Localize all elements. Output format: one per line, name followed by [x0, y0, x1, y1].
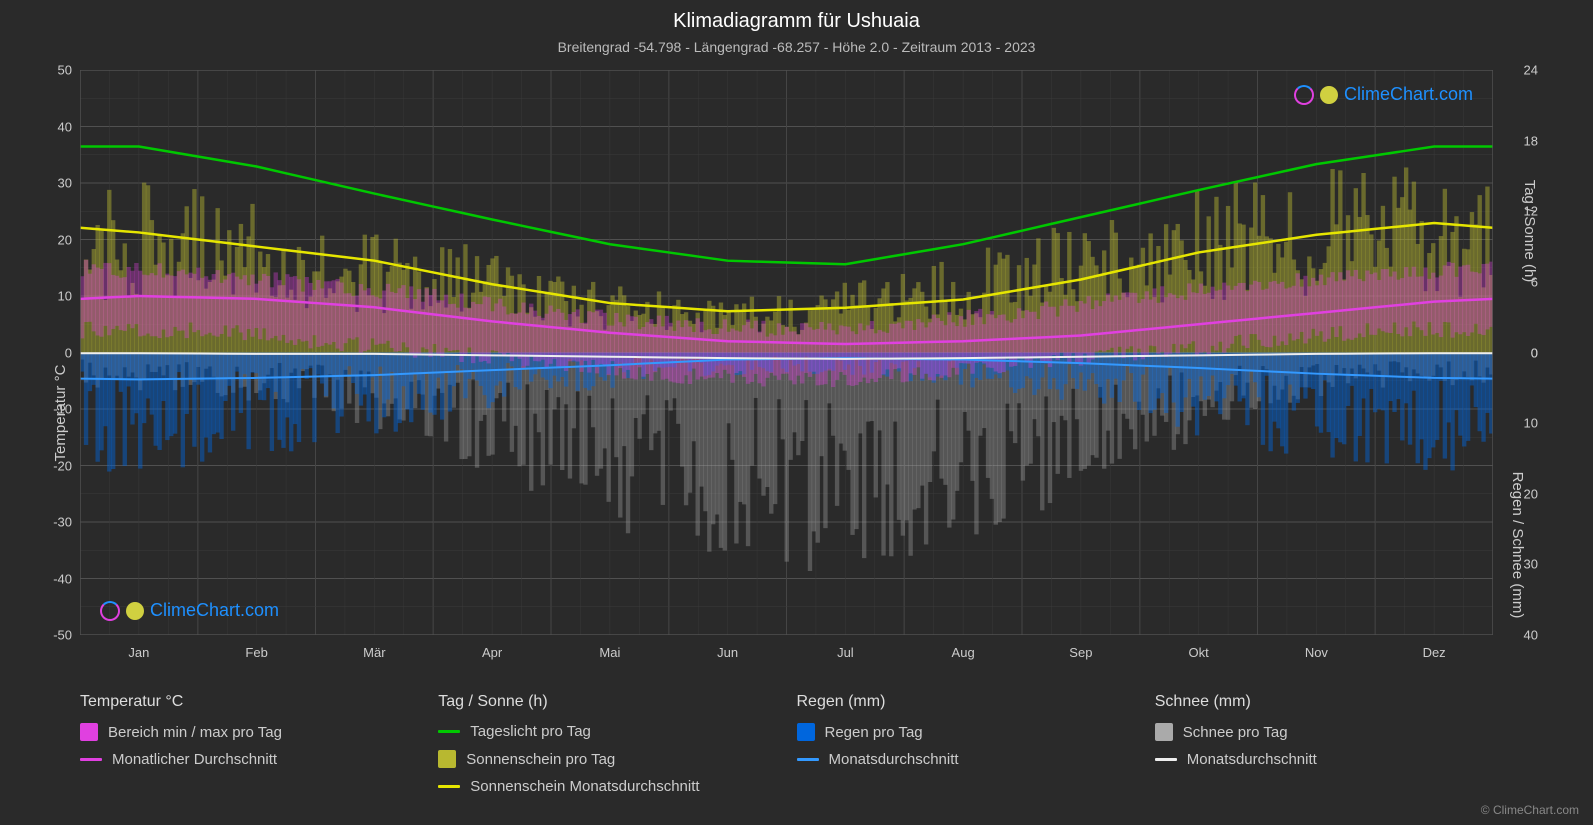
watermark-text: ClimeChart.com	[150, 600, 279, 621]
chart-title: Klimadiagramm für Ushuaia	[0, 0, 1593, 33]
y-axis-right-upper-label: Tag / Sonne (h)	[1521, 180, 1538, 283]
legend-item: Bereich min / max pro Tag	[80, 723, 418, 741]
legend-item: Monatsdurchschnitt	[1155, 751, 1493, 768]
plot-area: ClimeChart.com ClimeChart.com	[80, 70, 1493, 635]
y-tick-left: 40	[40, 119, 72, 134]
y-tick-left: -40	[40, 571, 72, 586]
legend-item: Monatsdurchschnitt	[797, 751, 1135, 768]
x-tick-month: Nov	[1305, 645, 1328, 660]
legend-swatch-box-icon	[797, 723, 815, 741]
legend-group-title: Tag / Sonne (h)	[438, 693, 776, 711]
legend-group: Schnee (mm) Schnee pro Tag Monatsdurchschn…	[1155, 693, 1493, 805]
legend-swatch-line-icon	[438, 730, 460, 733]
plot-svg	[80, 70, 1493, 635]
y-tick-right-mm: 30	[1524, 557, 1538, 572]
legend-swatch-line-icon	[1155, 758, 1177, 761]
y-tick-left: -50	[40, 628, 72, 643]
copyright-text: © ClimeChart.com	[1481, 803, 1579, 817]
legend-item: Monatlicher Durchschnitt	[80, 751, 418, 768]
legend-item-label: Monatsdurchschnitt	[829, 751, 959, 768]
y-tick-left: 30	[40, 176, 72, 191]
y-tick-left: -30	[40, 515, 72, 530]
y-tick-left: -10	[40, 402, 72, 417]
x-tick-month: Apr	[482, 645, 502, 660]
legend-item: Sonnenschein pro Tag	[438, 750, 776, 768]
legend-item-label: Tageslicht pro Tag	[470, 723, 591, 740]
y-tick-right-mm: 10	[1524, 416, 1538, 431]
x-tick-month: Sep	[1069, 645, 1092, 660]
watermark-top: ClimeChart.com	[1294, 84, 1473, 105]
legend-group-title: Temperatur °C	[80, 693, 418, 711]
legend-swatch-box-icon	[1155, 723, 1173, 741]
y-tick-right-hours: 12	[1524, 204, 1538, 219]
x-tick-month: Dez	[1423, 645, 1446, 660]
legend-item-label: Monatlicher Durchschnitt	[112, 751, 277, 768]
y-tick-right-mm: 40	[1524, 628, 1538, 643]
legend-item-label: Sonnenschein Monatsdurchschnitt	[470, 778, 699, 795]
x-tick-month: Mär	[363, 645, 385, 660]
logo-ring-icon	[100, 601, 120, 621]
y-tick-left: 0	[40, 345, 72, 360]
chart-subtitle: Breitengrad -54.798 - Längengrad -68.257…	[0, 33, 1593, 55]
legend-item-label: Monatsdurchschnitt	[1187, 751, 1317, 768]
x-tick-month: Jul	[837, 645, 854, 660]
legend-item-label: Schnee pro Tag	[1183, 724, 1288, 741]
x-tick-month: Feb	[245, 645, 267, 660]
x-tick-month: Jan	[128, 645, 149, 660]
y-tick-left: 20	[40, 232, 72, 247]
legend-item: Sonnenschein Monatsdurchschnitt	[438, 778, 776, 795]
y-tick-left: -20	[40, 458, 72, 473]
y-tick-right-mm: 20	[1524, 486, 1538, 501]
x-tick-month: Okt	[1189, 645, 1209, 660]
y-tick-left: 10	[40, 289, 72, 304]
legend-item-label: Sonnenschein pro Tag	[466, 751, 615, 768]
legend-swatch-box-icon	[438, 750, 456, 768]
climate-chart: Klimadiagramm für Ushuaia Breitengrad -5…	[0, 0, 1593, 825]
legend-item: Schnee pro Tag	[1155, 723, 1493, 741]
x-tick-month: Aug	[952, 645, 975, 660]
legend-group: Regen (mm) Regen pro Tag Monatsdurchschnit…	[797, 693, 1135, 805]
logo-sun-icon	[126, 602, 144, 620]
legend-item: Regen pro Tag	[797, 723, 1135, 741]
legend-swatch-line-icon	[438, 785, 460, 788]
x-tick-month: Jun	[717, 645, 738, 660]
legend: Temperatur °C Bereich min / max pro Tag Mo…	[80, 693, 1493, 805]
legend-item-label: Bereich min / max pro Tag	[108, 724, 282, 741]
watermark-text: ClimeChart.com	[1344, 84, 1473, 105]
legend-group: Temperatur °C Bereich min / max pro Tag Mo…	[80, 693, 418, 805]
watermark-bottom: ClimeChart.com	[100, 600, 279, 621]
legend-item: Tageslicht pro Tag	[438, 723, 776, 740]
legend-item-label: Regen pro Tag	[825, 724, 923, 741]
logo-ring-icon	[1294, 85, 1314, 105]
legend-group-title: Regen (mm)	[797, 693, 1135, 711]
y-tick-left: 50	[40, 63, 72, 78]
y-tick-right-hours: 6	[1531, 274, 1538, 289]
legend-swatch-line-icon	[797, 758, 819, 761]
y-tick-right-hours: 24	[1524, 63, 1538, 78]
legend-group-title: Schnee (mm)	[1155, 693, 1493, 711]
y-tick-right-mm: 0	[1531, 345, 1538, 360]
legend-group: Tag / Sonne (h) Tageslicht pro Tag Sonnens…	[438, 693, 776, 805]
logo-sun-icon	[1320, 86, 1338, 104]
y-tick-right-hours: 18	[1524, 133, 1538, 148]
legend-swatch-box-icon	[80, 723, 98, 741]
legend-swatch-line-icon	[80, 758, 102, 761]
x-tick-month: Mai	[599, 645, 620, 660]
